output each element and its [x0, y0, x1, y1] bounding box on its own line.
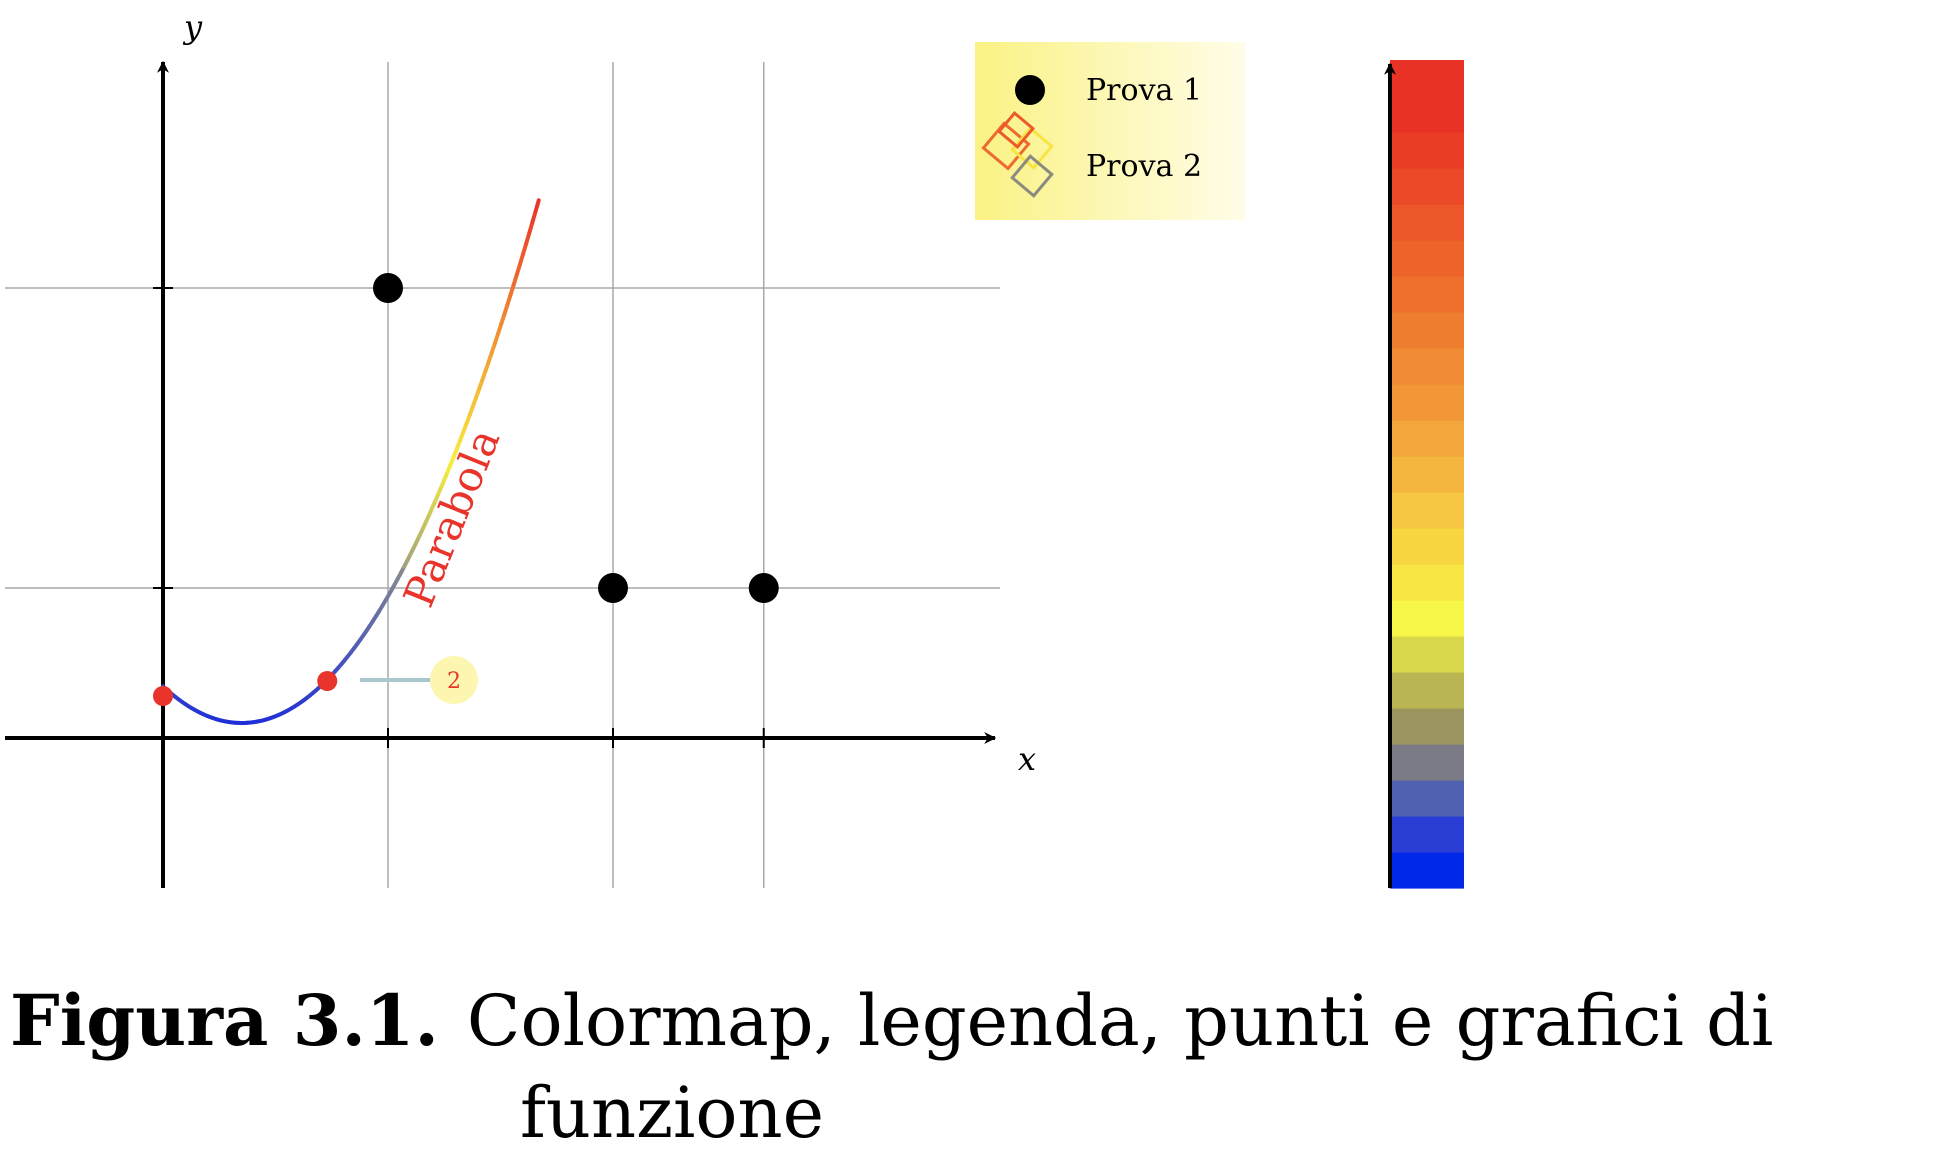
colorbar-band: [1390, 168, 1464, 205]
legend-label-prova-1: Prova 1: [1086, 73, 1202, 108]
colorbar-band: [1390, 96, 1464, 133]
legend-box: [975, 42, 1245, 220]
colorbar-band: [1390, 384, 1464, 421]
colorbar-band: [1390, 744, 1464, 781]
caption-label: Figura 3.1.: [10, 979, 439, 1062]
caption-text-line1: Colormap, legenda, punti e grafici di: [466, 980, 1774, 1062]
colorbar-band: [1390, 456, 1464, 493]
x-axis-label: x: [1018, 740, 1036, 778]
marker-badge: [430, 656, 478, 704]
y-axis-label: y: [182, 8, 203, 46]
colorbar-band: [1390, 672, 1464, 709]
filled-circle-icon: [1015, 75, 1045, 105]
colorbar-band: [1390, 528, 1464, 565]
colorbar-band: [1390, 60, 1464, 97]
colorbar-band: [1390, 600, 1464, 637]
figure-canvas: x y Parabola 2 Prova 1 Prova 2: [5, 8, 1464, 889]
parabola-segment: [533, 198, 541, 214]
colorbar-band: [1390, 276, 1464, 313]
data-point: [373, 273, 403, 303]
highlight-points: [153, 671, 338, 706]
colorbar-band: [1390, 852, 1464, 889]
colorbar-band: [1390, 204, 1464, 241]
colorbar-band: [1390, 708, 1464, 745]
grid-lines: [5, 62, 1000, 888]
colorbar-band: [1390, 348, 1464, 385]
marker-label: 2: [447, 669, 461, 694]
colorbar-band: [1390, 312, 1464, 349]
colorbar-band: [1390, 816, 1464, 853]
colorbar-band: [1390, 420, 1464, 457]
data-point: [748, 573, 779, 603]
colorbar-band: [1390, 132, 1464, 169]
colorbar-band: [1390, 636, 1464, 673]
colorbar-band: [1390, 780, 1464, 817]
data-points-prova-1: [373, 273, 779, 603]
colorbar-band: [1390, 240, 1464, 277]
highlight-point: [317, 671, 338, 691]
colored-squares-icon: [981, 110, 1054, 198]
colorbar: [1390, 60, 1464, 889]
legend-label-prova-2: Prova 2: [1086, 149, 1202, 184]
figure-caption: Figura 3.1. Colormap, legenda, punti e gr…: [10, 975, 1940, 1159]
parabola-label: Parabola: [394, 422, 510, 614]
highlight-point: [153, 686, 173, 706]
marker-annotation: 2: [360, 656, 478, 704]
colorbar-band: [1390, 564, 1464, 601]
data-point: [598, 573, 628, 603]
axis-ticks: [153, 287, 765, 748]
colorbar-band: [1390, 492, 1464, 529]
caption-text-line2: funzione: [520, 1072, 824, 1154]
legend: Prova 1 Prova 2: [975, 42, 1245, 220]
